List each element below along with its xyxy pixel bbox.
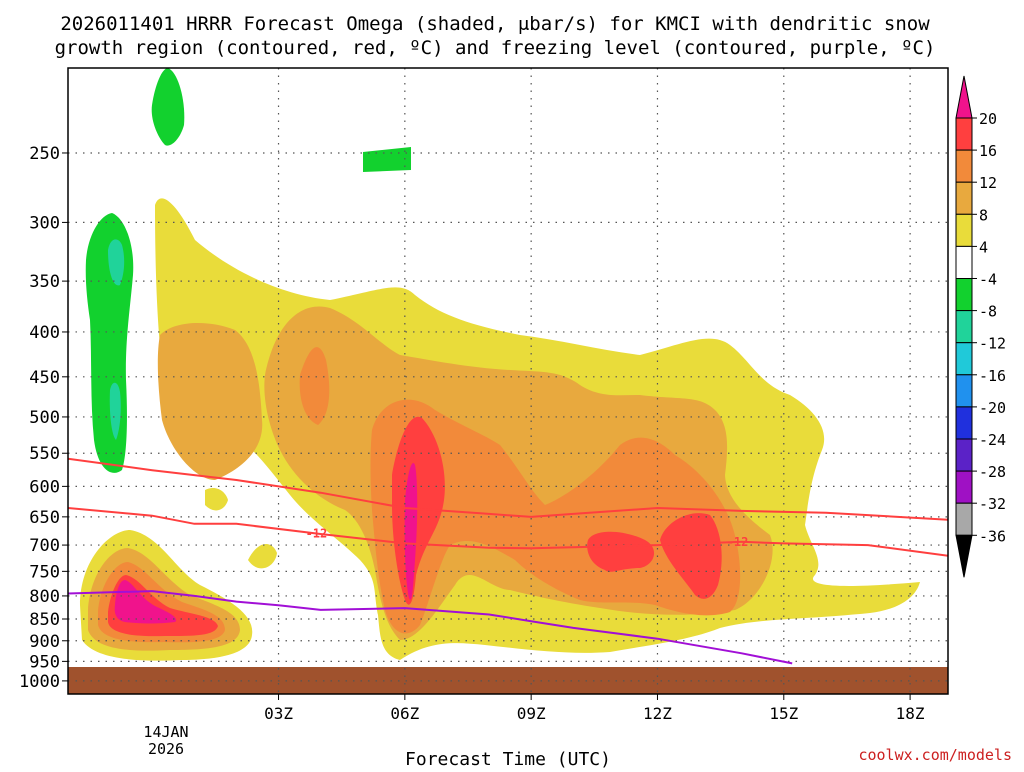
omega-neg-8-12-a xyxy=(108,239,125,286)
y-tick-label-250: 250 xyxy=(29,144,60,164)
omega-4-8-dip xyxy=(205,488,228,511)
y-tick-label-400: 400 xyxy=(29,323,60,343)
colorbar: 20 16 12 8 4 -4 -8 -12 -16 -20 -24 -28 -32 -36 xyxy=(955,75,1006,578)
colorbar-band-12-16 xyxy=(955,149,973,183)
colorbar-label--20: -20 xyxy=(979,399,1006,417)
colorbar-band--36--32 xyxy=(955,502,973,536)
colorbar-band--12--8 xyxy=(955,310,973,344)
colorbar-band--20--16 xyxy=(955,374,973,408)
y-axis: 2503003504004505005506006507007508008509… xyxy=(19,144,68,692)
colorbar-label--8: -8 xyxy=(979,303,997,321)
omega-16-20-12Z xyxy=(587,531,655,572)
dgz-contour-0 xyxy=(68,457,948,521)
y-tick-label-550: 550 xyxy=(29,444,60,464)
x-tick-label-12Z: 12Z xyxy=(643,704,672,723)
colorbar-below-triangle xyxy=(955,534,973,578)
colorbar-label-4: 4 xyxy=(979,238,988,256)
colorbar-band--28--24 xyxy=(955,438,973,472)
dgz-contour-1 xyxy=(68,507,948,557)
colorbar-label--12: -12 xyxy=(979,335,1006,353)
omega-shading xyxy=(68,68,948,694)
y-tick-label-350: 350 xyxy=(29,272,60,292)
colorbar-label--36: -36 xyxy=(979,527,1006,545)
dgz-contour-label-1: -12 xyxy=(306,527,328,541)
colorbar-band-4-8 xyxy=(955,213,973,247)
colorbar-label-20: 20 xyxy=(979,110,997,128)
date-label-line1: 14JAN xyxy=(143,723,188,741)
colorbar-band--8--4 xyxy=(955,278,973,312)
chart-title-line2: growth region (contoured, red, ºC) and f… xyxy=(55,37,936,59)
terrain-fill xyxy=(68,667,948,694)
colorbar-label-12: 12 xyxy=(979,174,997,192)
y-tick-label-950: 950 xyxy=(29,652,60,672)
freezing-level-contour xyxy=(68,590,793,665)
x-axis: 03Z 06Z 09Z 12Z 15Z 18Z xyxy=(264,694,925,723)
colorbar-band--24--20 xyxy=(955,406,973,440)
colorbar-label--24: -24 xyxy=(979,431,1006,449)
y-tick-label-300: 300 xyxy=(29,213,60,233)
x-tick-label-09Z: 09Z xyxy=(517,704,546,723)
omega-16-20-14Z xyxy=(660,513,722,599)
y-tick-label-450: 450 xyxy=(29,368,60,388)
chart-title-line1: 2026011401 HRRR Forecast Omega (shaded, … xyxy=(60,13,930,35)
colorbar-label--16: -16 xyxy=(979,367,1006,385)
colorbar-label--4: -4 xyxy=(979,271,997,289)
omega-gt20-08Z xyxy=(404,463,418,600)
credit-text: coolwx.com/models xyxy=(858,746,1012,764)
x-tick-label-18Z: 18Z xyxy=(896,704,925,723)
colorbar-label-8: 8 xyxy=(979,206,988,224)
x-axis-title: Forecast Time (UTC) xyxy=(405,749,611,768)
colorbar-label--32: -32 xyxy=(979,495,1006,513)
y-tick-label-600: 600 xyxy=(29,477,60,497)
omega-neg-4-8-box xyxy=(363,147,411,172)
omega-4-8-small xyxy=(248,543,277,569)
y-tick-label-700: 700 xyxy=(29,536,60,556)
dgz-contour-label-2: -12 xyxy=(727,535,749,549)
y-tick-label-800: 800 xyxy=(29,587,60,607)
x-tick-label-03Z: 03Z xyxy=(264,704,293,723)
colorbar-band-8-12 xyxy=(955,181,973,215)
colorbar-label-16: 16 xyxy=(979,142,997,160)
y-tick-label-900: 900 xyxy=(29,632,60,652)
y-tick-label-1000: 1000 xyxy=(19,672,60,692)
colorbar-band--16--12 xyxy=(955,342,973,376)
colorbar-band--32--28 xyxy=(955,470,973,504)
omega-neg-4-8-upper03Z xyxy=(151,68,185,146)
colorbar-band-16-20 xyxy=(955,117,973,151)
plot-frame xyxy=(67,67,949,695)
omega-12-16-08Z xyxy=(370,399,741,634)
y-tick-label-750: 750 xyxy=(29,562,60,582)
contours: -12 -12 xyxy=(68,457,948,665)
x-tick-label-06Z: 06Z xyxy=(390,704,419,723)
x-tick-label-15Z: 15Z xyxy=(769,704,798,723)
y-tick-label-850: 850 xyxy=(29,610,60,630)
y-tick-label-650: 650 xyxy=(29,508,60,528)
omega-neg-8-12-b xyxy=(109,382,121,440)
colorbar-label--28: -28 xyxy=(979,463,1006,481)
date-label-line2: 2026 xyxy=(148,740,184,758)
colorbar-above-triangle xyxy=(955,75,973,119)
omega-8-12-left xyxy=(157,323,263,480)
omega-12-16-05Z xyxy=(299,347,330,425)
colorbar-band--4-4 xyxy=(955,245,973,279)
y-tick-label-500: 500 xyxy=(29,408,60,428)
